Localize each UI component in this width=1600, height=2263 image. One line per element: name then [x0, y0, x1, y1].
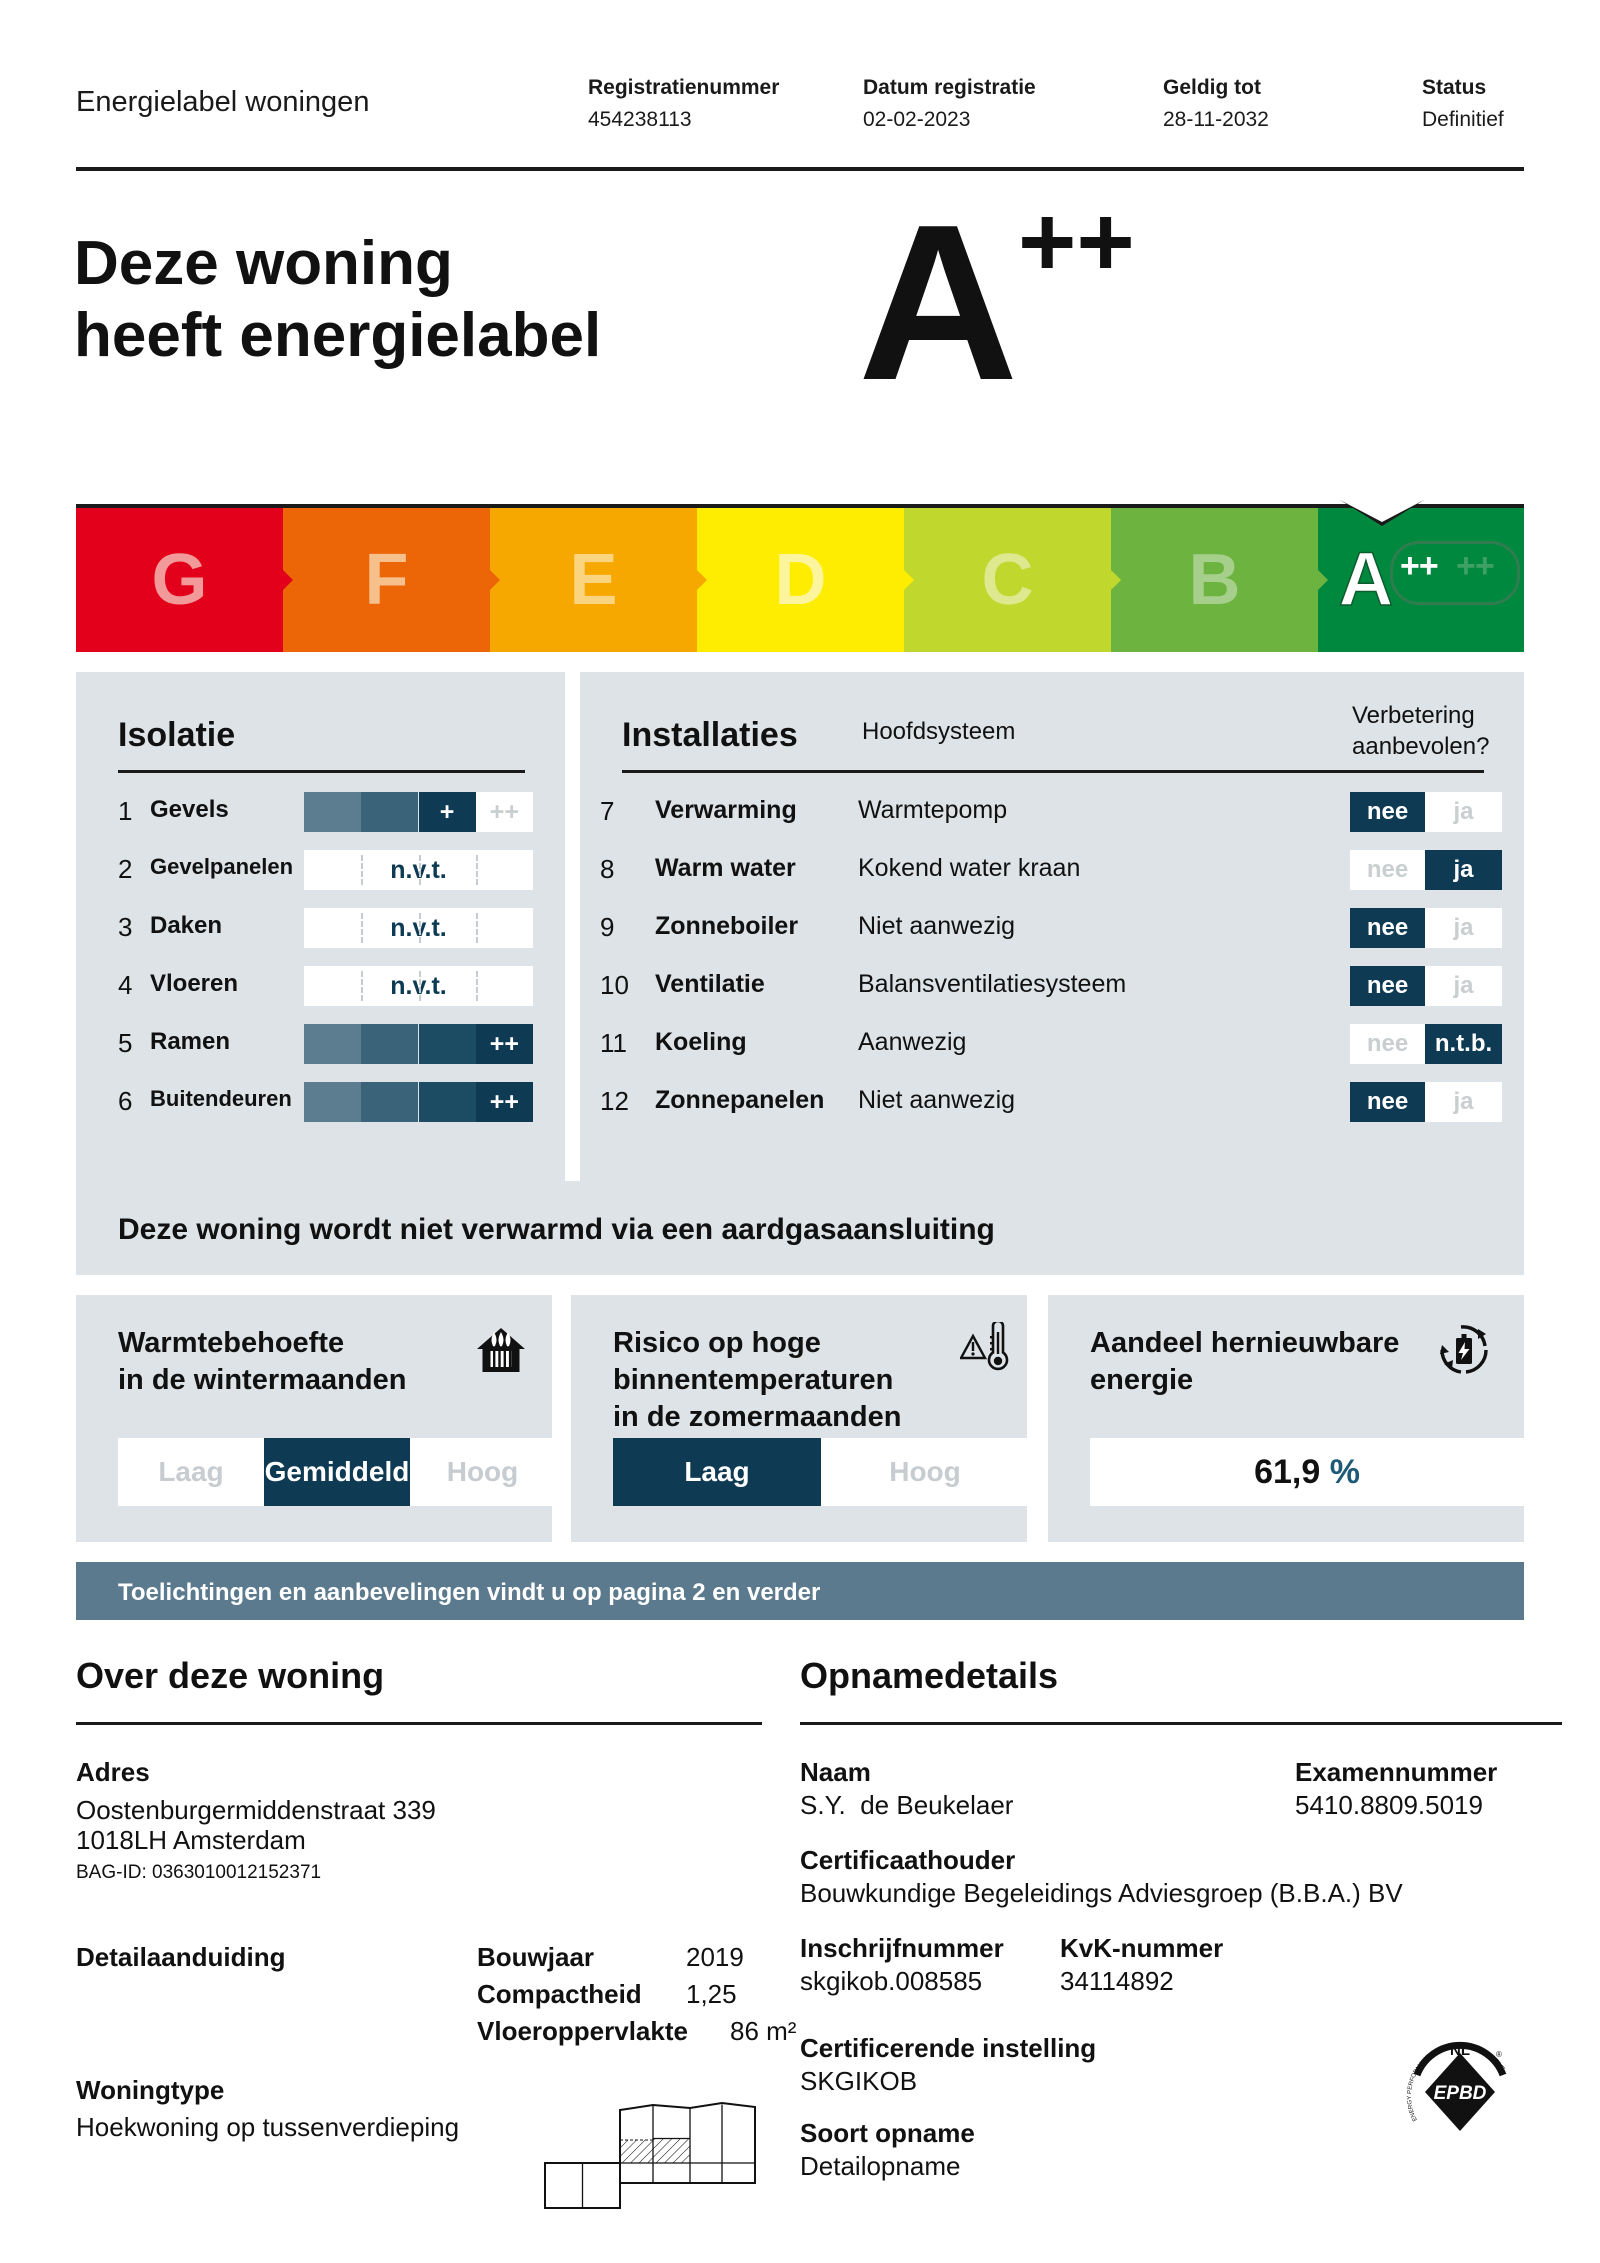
svg-text:EPBD: EPBD	[1434, 2083, 1487, 2104]
svg-text:®: ®	[1496, 2050, 1502, 2059]
